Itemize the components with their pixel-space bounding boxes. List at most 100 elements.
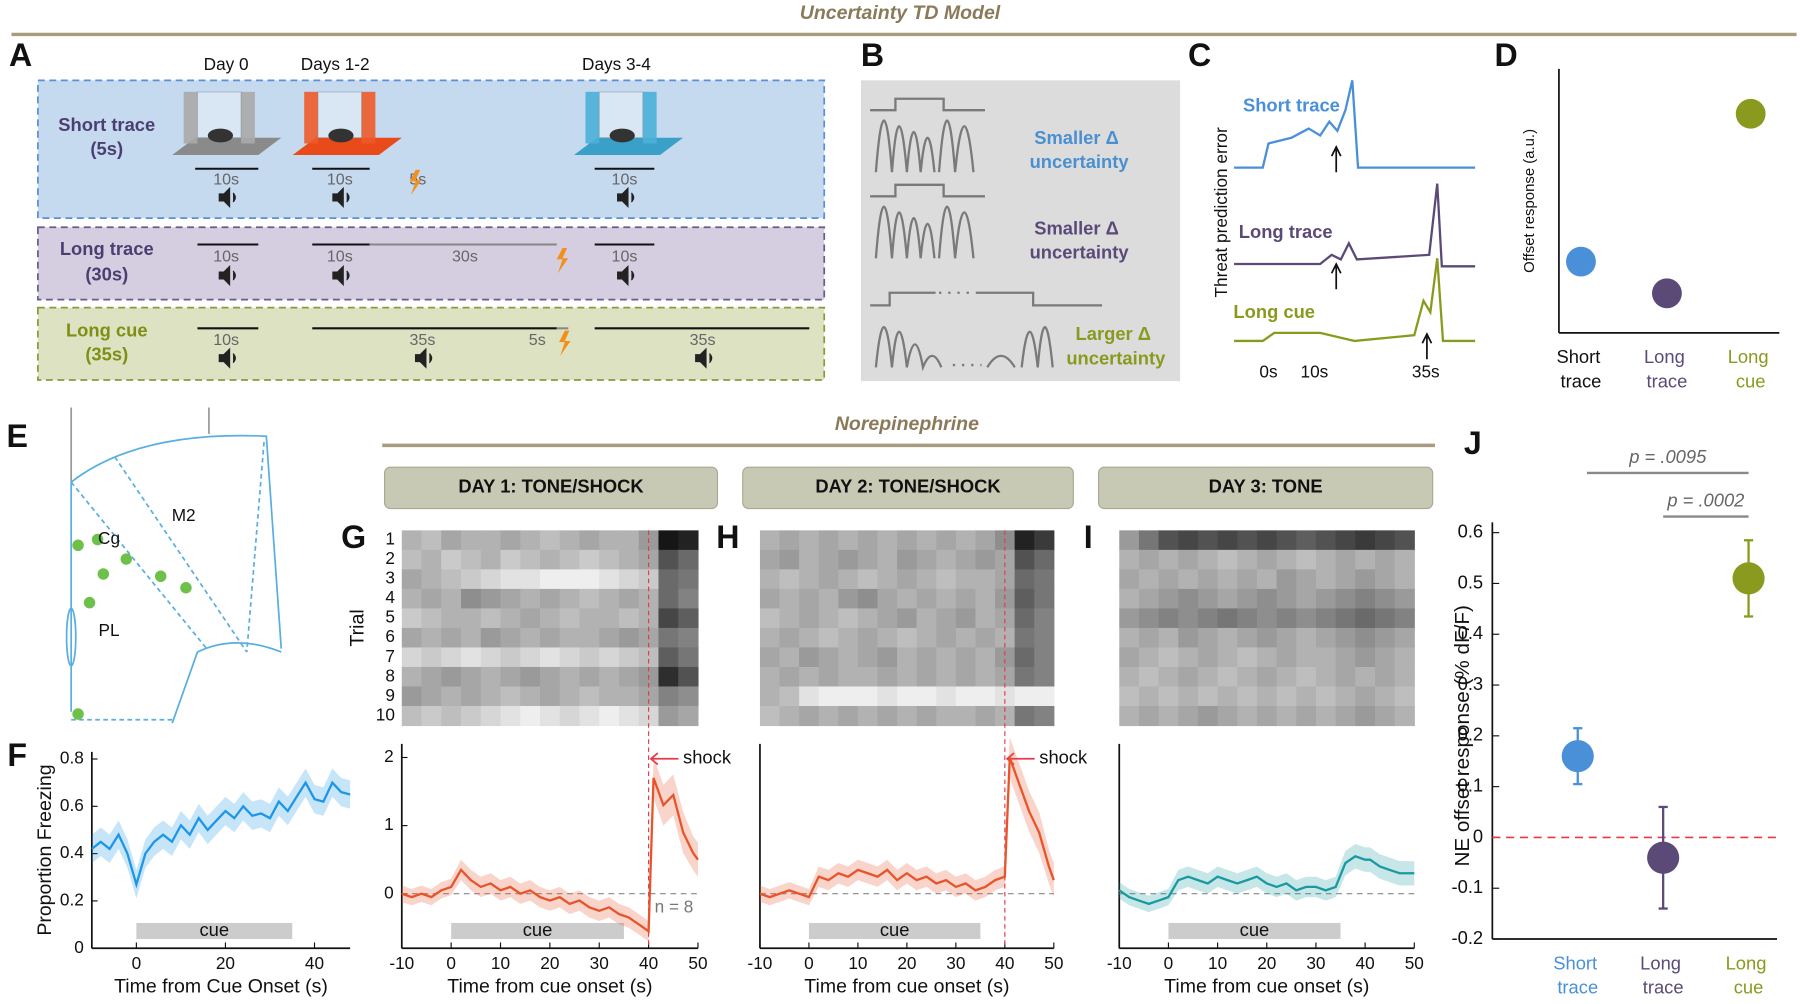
heat-cell: [1315, 588, 1337, 609]
x-axis-label: Time from cue onset (s): [804, 975, 1009, 997]
row-label: 1: [385, 529, 395, 549]
heat-cell: [1197, 588, 1219, 609]
heat-cell: [421, 666, 442, 688]
uncertainty-label: Smaller Δ uncertainty: [1030, 127, 1130, 172]
speaker-icon: [617, 186, 635, 209]
heat-cell: [916, 608, 937, 629]
ventricle: [65, 607, 77, 667]
x-tick-label: 40: [639, 953, 658, 973]
heat-cell: [897, 530, 918, 551]
heat-cell: [520, 608, 541, 629]
row-name: Short trace: [58, 114, 155, 135]
heat-cell: [401, 705, 423, 727]
speaker-icon: [414, 347, 433, 369]
heat-cell: [658, 705, 679, 727]
category-label: Long trace: [1644, 346, 1690, 391]
heat-cell: [1119, 549, 1140, 570]
heat-cell: [877, 627, 898, 649]
heat-cell: [421, 705, 442, 727]
panel-label: F: [7, 737, 27, 773]
heat-cell: [1119, 627, 1140, 649]
heat-cell: [1138, 686, 1160, 707]
heat-cell: [759, 686, 781, 707]
heat-cell: [916, 569, 937, 590]
heat-cell: [1355, 627, 1376, 649]
heat-cell: [1276, 588, 1297, 609]
fiber-site: [154, 570, 167, 583]
region-label: PL: [99, 620, 120, 640]
x-tick-label: 10: [491, 953, 510, 973]
heat-cell: [559, 686, 581, 707]
line: [91, 780, 351, 889]
heat-cell: [1034, 588, 1055, 609]
heat-cell: [916, 549, 937, 570]
heat-cell: [540, 530, 561, 551]
text-line: Larger Δ: [1076, 323, 1157, 344]
x-tick-label: 0: [804, 953, 814, 973]
heat-cell: [857, 569, 879, 590]
heat-cell: [779, 569, 800, 590]
heat-cell: [540, 647, 561, 668]
row-label: 8: [385, 665, 395, 685]
heat-cell: [500, 705, 521, 727]
heat-cell: [1276, 569, 1297, 590]
text-line: uncertainty: [1030, 151, 1130, 172]
heat-cell: [579, 686, 600, 707]
row-label: 9: [385, 685, 395, 705]
heat-cell: [618, 686, 640, 707]
day-header-label: DAY 3: TONE: [1209, 476, 1323, 497]
heat-cell: [1355, 705, 1376, 727]
y-tick-label: 2: [384, 746, 394, 766]
shock-arrow: [649, 752, 679, 766]
heat-cell: [1197, 569, 1219, 590]
heat-cell: [579, 627, 600, 649]
heat-cell: [1197, 549, 1219, 570]
heat-cell: [1256, 530, 1278, 551]
y-tick-label: 0.8: [60, 748, 84, 768]
row-duration: (30s): [85, 263, 128, 284]
y-axis-label: Threat prediction error: [1211, 127, 1231, 297]
heat-cell: [877, 549, 898, 570]
line: [1118, 854, 1415, 906]
heat-cell: [1014, 569, 1035, 590]
heat-cell: [441, 647, 462, 668]
shock-icon: [559, 330, 571, 356]
heat-cell: [579, 705, 600, 727]
heat-cell: [1014, 608, 1035, 629]
row-label: 10: [376, 704, 395, 724]
heat-cell: [1158, 666, 1179, 688]
heat-cell: [799, 705, 820, 727]
heat-cell: [1034, 608, 1055, 629]
heat-cell: [799, 569, 820, 590]
heat-cell: [1178, 588, 1199, 609]
heat-cell: [877, 588, 898, 609]
x-tick-label: -10: [389, 953, 414, 973]
arrow: [1330, 145, 1342, 173]
heat-cell: [1335, 666, 1356, 688]
heat-cell: [1296, 549, 1317, 570]
heat-cell: [1276, 549, 1297, 570]
text-line: cue: [1734, 976, 1764, 997]
trace-label: Long trace: [1239, 221, 1333, 242]
text-line: Long: [1640, 952, 1686, 973]
heat-cell: [1335, 608, 1356, 629]
chamber-wall: [361, 91, 376, 144]
heat-cell: [1178, 705, 1199, 727]
region-border: [70, 441, 265, 721]
heat-cell: [461, 588, 482, 609]
heat-cell: [759, 666, 781, 688]
day-header-label: DAY 1: TONE/SHOCK: [458, 476, 644, 497]
heat-cell: [1394, 588, 1415, 609]
heat-cell: [678, 530, 699, 551]
heat-cell: [1296, 686, 1317, 707]
heat-cell: [838, 549, 859, 570]
heat-cell: [1217, 608, 1238, 629]
heat-cell: [1276, 666, 1297, 688]
heat-cell: [1296, 627, 1317, 649]
heat-cell: [1374, 647, 1396, 668]
heat-cell: [1335, 530, 1356, 551]
heat-cell: [1237, 627, 1258, 649]
y-axis-label: Offset response (a.u.): [1521, 129, 1538, 273]
heat-cell: [779, 549, 800, 570]
heat-cell: [916, 666, 937, 688]
